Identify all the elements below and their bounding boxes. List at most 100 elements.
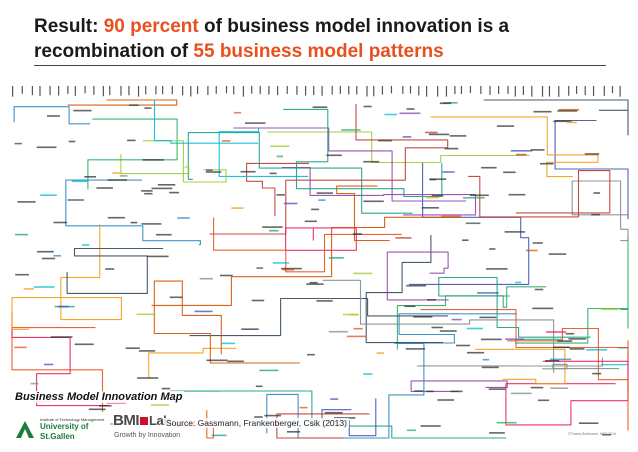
map-route-line bbox=[276, 413, 370, 439]
map-station-label bbox=[299, 406, 308, 409]
map-station-label bbox=[270, 145, 290, 147]
map-header-label bbox=[373, 86, 375, 97]
map-header-label bbox=[514, 86, 516, 97]
map-station-label bbox=[550, 387, 569, 389]
map-station-label bbox=[205, 171, 222, 173]
map-route-line bbox=[67, 99, 178, 106]
map-station-label bbox=[255, 385, 263, 388]
map-header-label bbox=[619, 86, 621, 97]
title-divider bbox=[34, 65, 606, 66]
map-station-label bbox=[312, 106, 328, 108]
map-station-label bbox=[42, 257, 56, 260]
map-station-label bbox=[470, 194, 489, 197]
map-station-label bbox=[71, 180, 89, 183]
map-station-label bbox=[14, 142, 22, 145]
map-station-label bbox=[262, 226, 283, 228]
map-route-line bbox=[321, 398, 377, 437]
map-station-label bbox=[363, 160, 380, 163]
map-route-line bbox=[148, 347, 237, 378]
map-station-label bbox=[439, 330, 457, 332]
map-header-label bbox=[437, 86, 439, 97]
copyright-note: ©Tracey Buhlmann, HSG 2014 bbox=[568, 432, 617, 436]
map-station-label bbox=[426, 390, 434, 393]
map-header-label bbox=[531, 86, 533, 97]
map-station-label bbox=[283, 202, 298, 205]
map-station-label bbox=[40, 194, 57, 196]
map-station-label bbox=[23, 288, 34, 290]
map-header-label bbox=[418, 86, 420, 96]
map-station-label bbox=[586, 349, 608, 351]
map-station-label bbox=[463, 197, 485, 199]
map-route-line bbox=[11, 312, 109, 407]
map-station-label bbox=[99, 405, 112, 407]
map-station-label bbox=[496, 125, 515, 127]
map-station-label bbox=[533, 110, 552, 113]
map-station-label bbox=[245, 122, 266, 124]
map-header-label bbox=[215, 86, 217, 94]
map-station-label bbox=[144, 107, 152, 109]
map-station-label bbox=[489, 432, 505, 434]
map-station-label bbox=[481, 366, 499, 369]
map-station-label bbox=[73, 109, 92, 112]
map-route-line bbox=[153, 100, 259, 144]
map-station-label bbox=[584, 153, 600, 155]
map-route-line bbox=[386, 251, 449, 301]
map-station-label bbox=[107, 179, 127, 181]
map-header-label bbox=[58, 86, 60, 96]
map-header-label bbox=[207, 86, 209, 96]
map-station-label bbox=[127, 139, 136, 142]
title-highlight-percent: 90 percent bbox=[103, 16, 199, 37]
map-station-label bbox=[537, 399, 550, 402]
map-route-line bbox=[120, 154, 190, 175]
map-station-label bbox=[553, 346, 570, 349]
map-station-label bbox=[549, 358, 572, 361]
map-station-label bbox=[36, 146, 57, 149]
map-station-label bbox=[406, 284, 426, 287]
map-header-label bbox=[409, 86, 412, 94]
title-line1-suffix: of business model innovation is a bbox=[198, 16, 510, 37]
map-station-label bbox=[548, 253, 567, 255]
map-station-label bbox=[240, 170, 256, 173]
map-station-label bbox=[428, 133, 450, 136]
map-station-label bbox=[44, 363, 54, 366]
map-caption: Business Model Innovation Map bbox=[13, 391, 185, 403]
map-station-label bbox=[137, 377, 159, 379]
map-route-line bbox=[189, 297, 449, 337]
map-station-label bbox=[431, 326, 443, 329]
map-station-label bbox=[532, 307, 554, 310]
map-station-label bbox=[169, 191, 179, 194]
map-station-label bbox=[14, 346, 27, 349]
map-station-label bbox=[557, 340, 573, 342]
map-route-line bbox=[365, 235, 444, 344]
map-station-label bbox=[505, 338, 524, 340]
map-header-label bbox=[155, 86, 157, 95]
map-station-label bbox=[532, 242, 543, 244]
hsg-emblem-icon bbox=[14, 418, 36, 440]
map-header-label bbox=[498, 86, 500, 94]
map-station-label bbox=[155, 233, 172, 236]
map-station-label bbox=[88, 408, 106, 411]
map-station-label bbox=[444, 147, 459, 150]
map-route-line bbox=[170, 390, 507, 439]
map-station-label bbox=[333, 417, 356, 419]
map-station-label bbox=[328, 257, 344, 259]
map-station-label bbox=[449, 135, 467, 137]
map-station-label bbox=[481, 166, 497, 169]
map-station-label bbox=[363, 373, 373, 375]
map-station-label bbox=[465, 222, 481, 225]
map-station-label bbox=[119, 175, 128, 177]
map-header-label bbox=[31, 86, 33, 96]
map-station-label bbox=[105, 268, 115, 270]
map-station-label bbox=[47, 115, 60, 117]
map-station-label bbox=[251, 299, 265, 302]
map-station-label bbox=[316, 300, 333, 302]
map-route-line bbox=[417, 357, 603, 367]
map-station-label bbox=[420, 425, 441, 427]
map-station-label bbox=[592, 372, 602, 375]
map-station-label bbox=[264, 414, 281, 417]
hsg-logo: Institute of Technology Management Unive… bbox=[14, 412, 110, 446]
map-station-label bbox=[363, 200, 384, 203]
map-header-label bbox=[603, 86, 605, 96]
map-station-label bbox=[462, 239, 469, 241]
map-header-label bbox=[259, 86, 261, 95]
